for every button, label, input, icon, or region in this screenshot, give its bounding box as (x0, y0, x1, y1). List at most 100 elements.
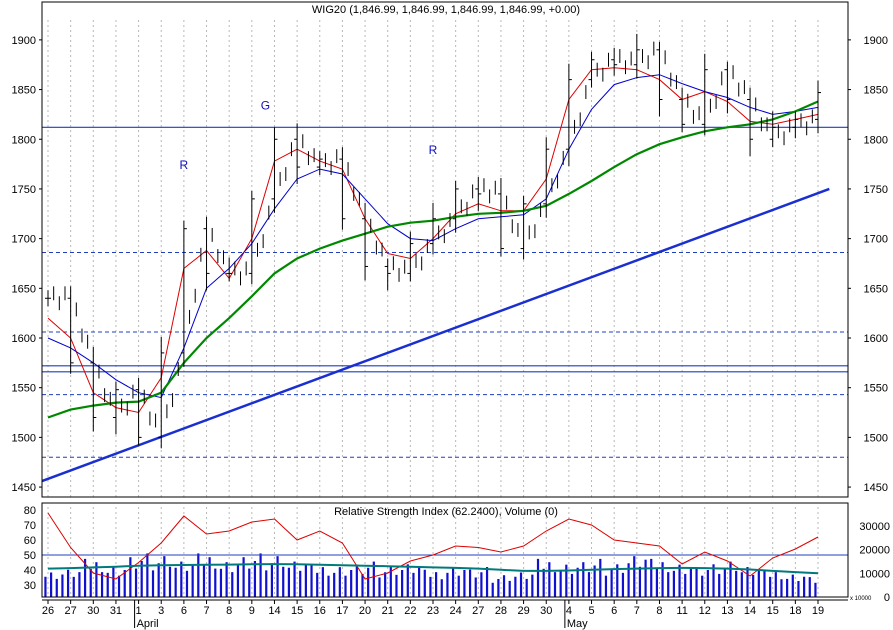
volume-bar (525, 578, 528, 597)
chart-title: WIG20 (1,846.99, 1,846.99, 1,846.99, 1,8… (312, 4, 580, 16)
volume-bar (61, 574, 64, 597)
volume-bar (644, 559, 647, 597)
x-tick-label: 31 (110, 605, 122, 617)
volume-bar (808, 577, 811, 597)
volume-bar (757, 569, 760, 597)
volume-bar (559, 570, 562, 597)
x-tick-label: 15 (767, 605, 779, 617)
volume-bar (752, 574, 755, 597)
price-tick-label-right: 1850 (864, 85, 888, 97)
chart-frame (41, 1, 849, 601)
grid-lines (47, 20, 819, 597)
volume-tick-label: 20000 (859, 545, 890, 557)
volume-bars (44, 553, 817, 597)
x-tick-label: 9 (249, 605, 255, 617)
volume-bar (769, 576, 772, 597)
price-tick-label-left: 1800 (12, 134, 36, 146)
volume-bar (701, 575, 704, 597)
volume-bar (117, 575, 121, 597)
volume-bar (463, 570, 466, 597)
x-tick-label: 24 (450, 605, 462, 617)
volume-bar (706, 570, 709, 597)
volume-bar (236, 565, 240, 597)
volume-bar (333, 572, 336, 597)
volume-bar (316, 572, 319, 597)
volume-bar (265, 570, 268, 597)
volume-bar (270, 563, 274, 597)
volume-bar (338, 567, 341, 597)
volume-bar (565, 564, 568, 597)
volume-bar (174, 567, 177, 597)
volume-bar (412, 572, 415, 597)
price-tick-label-left: 1600 (12, 333, 36, 345)
x-tick-label: 12 (699, 605, 711, 617)
volume-bar (248, 568, 251, 597)
volume-bar (78, 572, 81, 597)
volume-bar (457, 575, 460, 597)
volume-bar (661, 562, 664, 597)
price-tick-label-left: 1900 (12, 35, 36, 47)
volume-bar (803, 576, 806, 597)
volume-bar (536, 558, 540, 597)
x-tick-label: 8 (656, 605, 662, 617)
price-tick-label-left: 1550 (12, 383, 36, 395)
volume-bar (123, 570, 126, 597)
volume-bar (542, 568, 545, 597)
volume-bar (746, 567, 749, 597)
volume-bar (321, 567, 324, 597)
volume-bar (786, 578, 789, 597)
price-tick-label-left: 1650 (12, 283, 36, 295)
volume-bar (587, 572, 591, 597)
volume-bar (593, 565, 596, 597)
volume-bar (655, 568, 659, 597)
volume-bar (180, 561, 183, 597)
pattern-marker: R (429, 143, 438, 157)
volume-bar (763, 569, 766, 597)
volume-bar (814, 582, 817, 597)
price-tick-label-left: 1850 (12, 85, 36, 97)
volume-bar (259, 553, 262, 597)
volume-bar (293, 561, 296, 597)
x-tick-label: 1 (136, 605, 142, 617)
volume-bar (367, 567, 370, 597)
volume-bar (480, 572, 483, 597)
price-tick-label-right: 1750 (864, 184, 888, 196)
price-tick-label-left: 1750 (12, 184, 36, 196)
volume-bar (718, 573, 721, 597)
volume-bar (531, 574, 534, 597)
volume-bar (202, 564, 206, 597)
volume-bar (378, 577, 381, 597)
x-tick-label: 29 (517, 605, 529, 617)
price-tick-label-right: 1650 (864, 283, 888, 295)
rsi-tick-label: 40 (24, 565, 36, 577)
volume-bar (582, 562, 585, 597)
volume-bar (423, 569, 426, 597)
volume-bar (134, 568, 138, 597)
volume-bar (344, 575, 347, 597)
x-tick-label: 11 (676, 605, 687, 617)
volume-bar (548, 562, 551, 597)
volume-bar (50, 572, 53, 597)
price-tick-label-right: 1800 (864, 134, 888, 146)
pattern-marker: R (180, 158, 189, 172)
volume-bar (502, 575, 506, 597)
volume-bar (66, 569, 70, 597)
volume-bar (208, 557, 211, 597)
volume-bar (185, 570, 189, 597)
volume-bar (684, 573, 687, 597)
volume-bar (723, 567, 726, 597)
volume-bar (514, 576, 517, 597)
price-tick-label-right: 1600 (864, 333, 888, 345)
volume-bar (191, 564, 194, 597)
volume-bar (151, 570, 155, 597)
volume-bar (440, 579, 443, 597)
volume-bar (168, 566, 172, 597)
volume-bar (44, 576, 47, 597)
volume-bar (112, 567, 115, 597)
volume-bar (72, 576, 75, 597)
volume-bar (780, 579, 783, 597)
volume-bar (695, 567, 698, 597)
volume-bar (689, 567, 692, 597)
